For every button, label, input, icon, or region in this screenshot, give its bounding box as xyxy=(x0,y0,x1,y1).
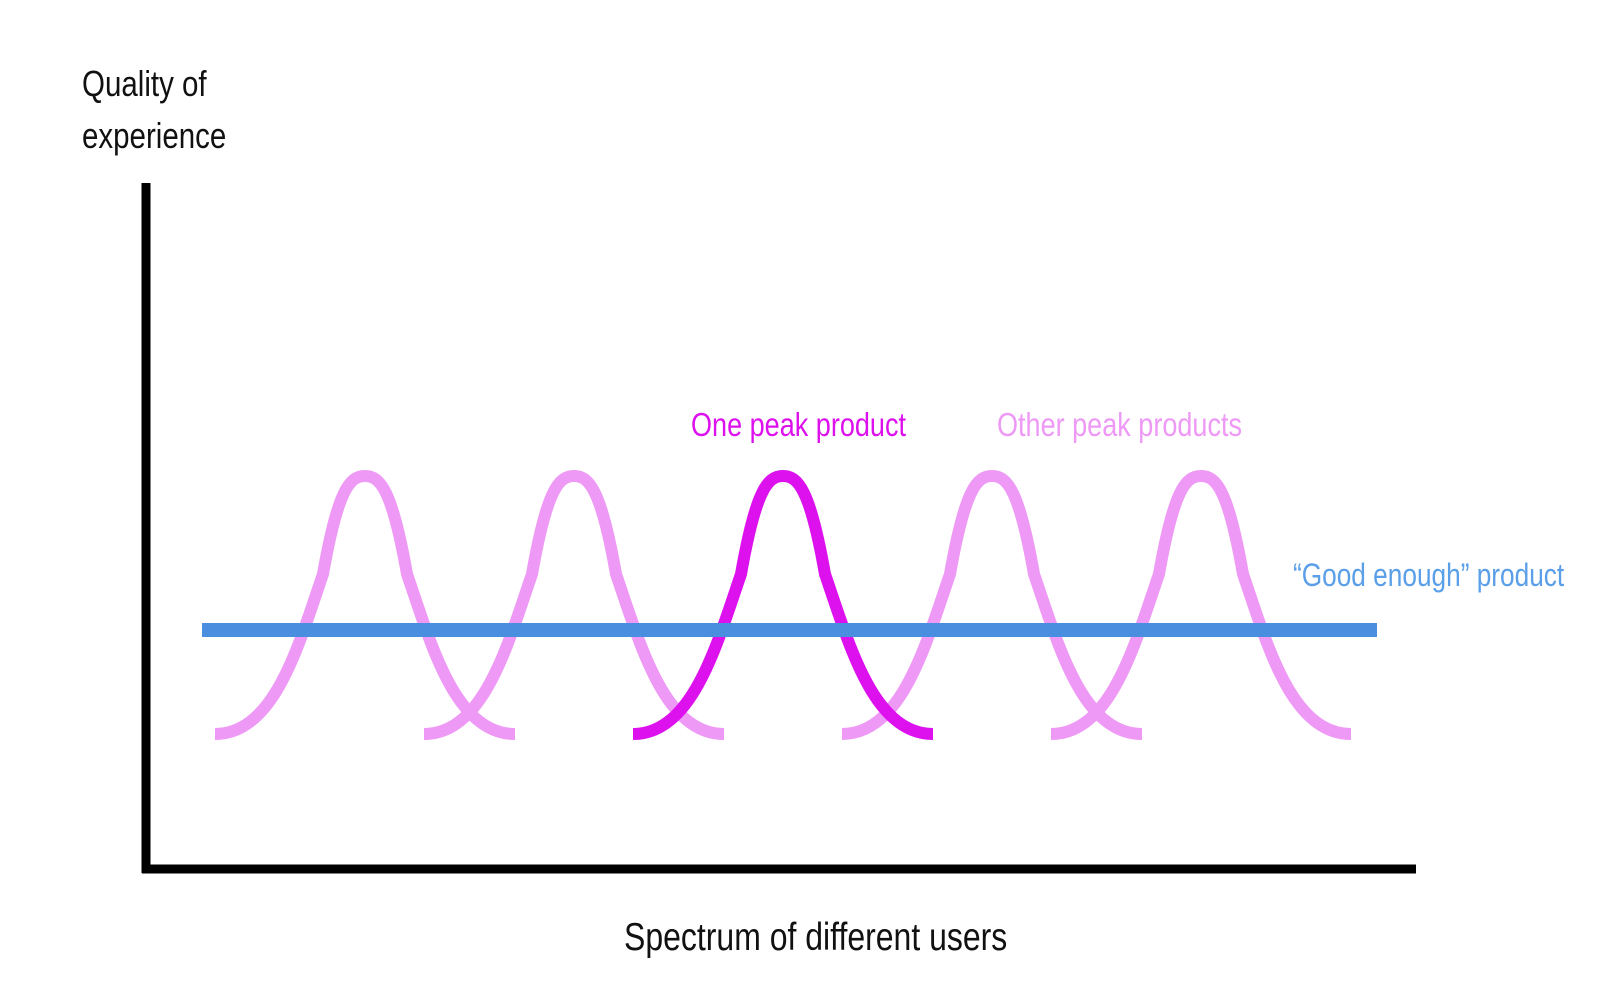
one-peak-product-label: One peak product xyxy=(691,408,907,444)
other-peak-products-label: Other peak products xyxy=(997,408,1242,444)
x-axis-label: Spectrum of different users xyxy=(624,915,1007,959)
peak-curves xyxy=(214,469,1352,740)
y-axis-label-line1: Quality of xyxy=(82,63,207,103)
good-enough-product-label: “Good enough” product xyxy=(1293,559,1564,594)
other-peak-curve-4 xyxy=(841,469,1143,740)
y-axis-label-line2: experience xyxy=(82,115,226,155)
other-peak-curve-2 xyxy=(423,469,725,740)
one-peak-curve xyxy=(632,469,934,740)
other-peak-curve-1 xyxy=(214,469,516,740)
other-peak-curve-5 xyxy=(1050,469,1352,740)
